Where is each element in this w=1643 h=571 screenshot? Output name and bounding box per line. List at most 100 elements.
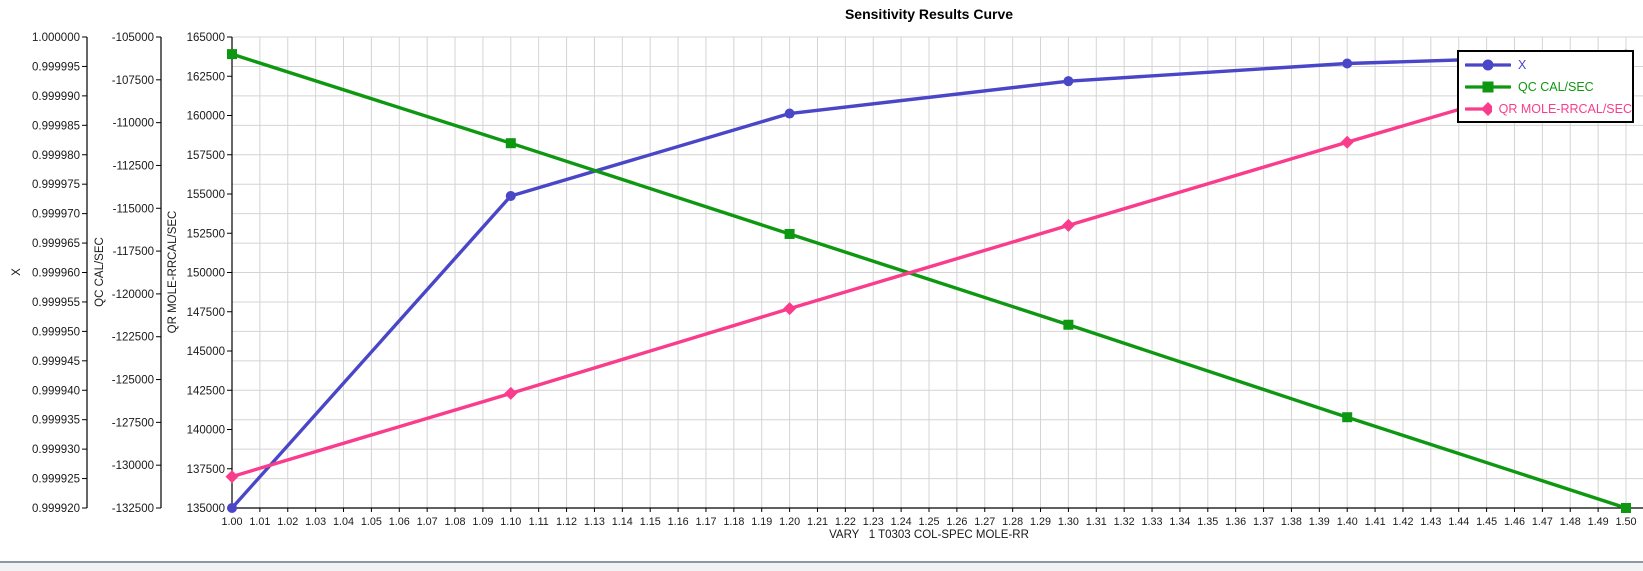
svg-text:1.48: 1.48: [1560, 516, 1581, 528]
legend-label: QC CAL/SEC: [1518, 80, 1594, 94]
svg-text:-132500: -132500: [112, 503, 154, 515]
svg-text:-115000: -115000: [113, 203, 154, 215]
svg-text:0.999940: 0.999940: [32, 385, 80, 397]
svg-text:1.27: 1.27: [974, 516, 995, 528]
svg-text:1.09: 1.09: [472, 516, 493, 528]
svg-text:160000: 160000: [187, 111, 225, 123]
svg-text:1.06: 1.06: [389, 516, 410, 528]
svg-text:1.24: 1.24: [891, 516, 912, 528]
svg-text:1.11: 1.11: [529, 516, 549, 528]
svg-text:152500: 152500: [187, 228, 225, 240]
svg-text:142500: 142500: [187, 385, 225, 397]
svg-text:1.16: 1.16: [668, 516, 689, 528]
svg-text:0.999945: 0.999945: [32, 356, 80, 368]
svg-text:0.999975: 0.999975: [32, 179, 80, 191]
svg-text:1.000000: 1.000000: [32, 32, 80, 44]
svg-text:0.999930: 0.999930: [32, 444, 80, 456]
svg-text:1.29: 1.29: [1030, 516, 1051, 528]
svg-text:-107500: -107500: [112, 75, 154, 87]
svg-text:0.999925: 0.999925: [32, 474, 80, 486]
svg-text:1.34: 1.34: [1169, 516, 1190, 528]
svg-text:157500: 157500: [187, 150, 225, 162]
svg-text:1.41: 1.41: [1365, 516, 1386, 528]
svg-text:1.30: 1.30: [1058, 516, 1079, 528]
svg-text:1.10: 1.10: [500, 516, 521, 528]
svg-text:135000: 135000: [187, 503, 225, 515]
svg-text:1.32: 1.32: [1114, 516, 1135, 528]
legend: X QC CAL/SEC QR MOLE-RRCAL/SEC: [1457, 50, 1634, 123]
svg-text:1.40: 1.40: [1337, 516, 1358, 528]
svg-text:137500: 137500: [187, 464, 225, 476]
svg-text:1.37: 1.37: [1253, 516, 1274, 528]
svg-text:1.45: 1.45: [1476, 516, 1497, 528]
svg-text:1.19: 1.19: [751, 516, 772, 528]
svg-text:1.02: 1.02: [277, 516, 298, 528]
svg-text:0.999965: 0.999965: [32, 238, 80, 250]
svg-text:1.08: 1.08: [445, 516, 466, 528]
svg-text:1.39: 1.39: [1309, 516, 1330, 528]
line-circle-marker-icon: [1465, 59, 1511, 71]
svg-text:140000: 140000: [187, 425, 225, 437]
svg-text:0.999990: 0.999990: [32, 91, 80, 103]
svg-text:-127500: -127500: [112, 417, 154, 429]
svg-text:1.43: 1.43: [1420, 516, 1441, 528]
legend-label: X: [1518, 58, 1527, 72]
svg-text:1.49: 1.49: [1588, 516, 1609, 528]
svg-text:162500: 162500: [187, 71, 225, 83]
bottom-divider: [0, 561, 1643, 563]
svg-text:1.18: 1.18: [723, 516, 744, 528]
svg-text:1.05: 1.05: [361, 516, 382, 528]
svg-text:0.999995: 0.999995: [32, 61, 80, 73]
legend-item-x: X: [1465, 54, 1632, 76]
svg-text:1.00: 1.00: [221, 516, 242, 528]
svg-text:0.999950: 0.999950: [32, 326, 80, 338]
svg-text:1.17: 1.17: [695, 516, 716, 528]
svg-text:-125000: -125000: [112, 375, 154, 387]
svg-text:1.15: 1.15: [640, 516, 661, 528]
svg-text:-130000: -130000: [112, 460, 154, 472]
svg-text:-110000: -110000: [113, 118, 154, 130]
legend-label: QR MOLE-RRCAL/SEC: [1498, 102, 1632, 116]
svg-text:0.999980: 0.999980: [32, 150, 80, 162]
x-axis-title: VARY 1 T0303 COL-SPEC MOLE-RR: [829, 529, 1029, 541]
svg-text:1.23: 1.23: [863, 516, 884, 528]
svg-text:150000: 150000: [187, 268, 225, 280]
svg-text:1.25: 1.25: [918, 516, 939, 528]
svg-text:1.50: 1.50: [1615, 516, 1636, 528]
svg-text:1.42: 1.42: [1392, 516, 1413, 528]
svg-text:1.36: 1.36: [1225, 516, 1246, 528]
svg-text:1.21: 1.21: [807, 516, 828, 528]
svg-text:1.47: 1.47: [1532, 516, 1553, 528]
line-square-marker-icon: [1465, 81, 1511, 93]
svg-text:1.31: 1.31: [1086, 516, 1107, 528]
svg-text:1.07: 1.07: [417, 516, 438, 528]
svg-text:1.22: 1.22: [835, 516, 856, 528]
line-diamond-marker-icon: [1465, 102, 1492, 116]
svg-text:0.999985: 0.999985: [32, 120, 80, 132]
legend-item-qc: QC CAL/SEC: [1465, 76, 1632, 98]
svg-text:-120000: -120000: [112, 289, 154, 301]
svg-text:1.26: 1.26: [946, 516, 967, 528]
svg-text:1.20: 1.20: [779, 516, 800, 528]
svg-text:155000: 155000: [187, 189, 225, 201]
svg-text:1.14: 1.14: [612, 516, 633, 528]
plot-area: 1.000000 0.999995 0.999990 0.999985 0.999980…: [32, 32, 1643, 528]
svg-text:1.38: 1.38: [1281, 516, 1302, 528]
bottom-strip: [0, 563, 1643, 571]
svg-text:1.44: 1.44: [1448, 516, 1469, 528]
svg-text:1.03: 1.03: [305, 516, 326, 528]
svg-text:0.999960: 0.999960: [32, 268, 80, 280]
svg-text:1.01: 1.01: [249, 516, 270, 528]
svg-text:165000: 165000: [187, 32, 225, 44]
chart-title: Sensitivity Results Curve: [844, 6, 1014, 22]
svg-text:1.35: 1.35: [1197, 516, 1218, 528]
svg-text:145000: 145000: [187, 346, 225, 358]
svg-text:0.999970: 0.999970: [32, 209, 80, 221]
svg-text:1.46: 1.46: [1504, 516, 1525, 528]
svg-text:1.12: 1.12: [556, 516, 577, 528]
svg-text:0.999935: 0.999935: [32, 415, 80, 427]
svg-text:-117500: -117500: [113, 246, 154, 258]
svg-text:1.33: 1.33: [1142, 516, 1163, 528]
svg-text:-105000: -105000: [112, 32, 154, 44]
svg-text:0.999920: 0.999920: [32, 503, 80, 515]
